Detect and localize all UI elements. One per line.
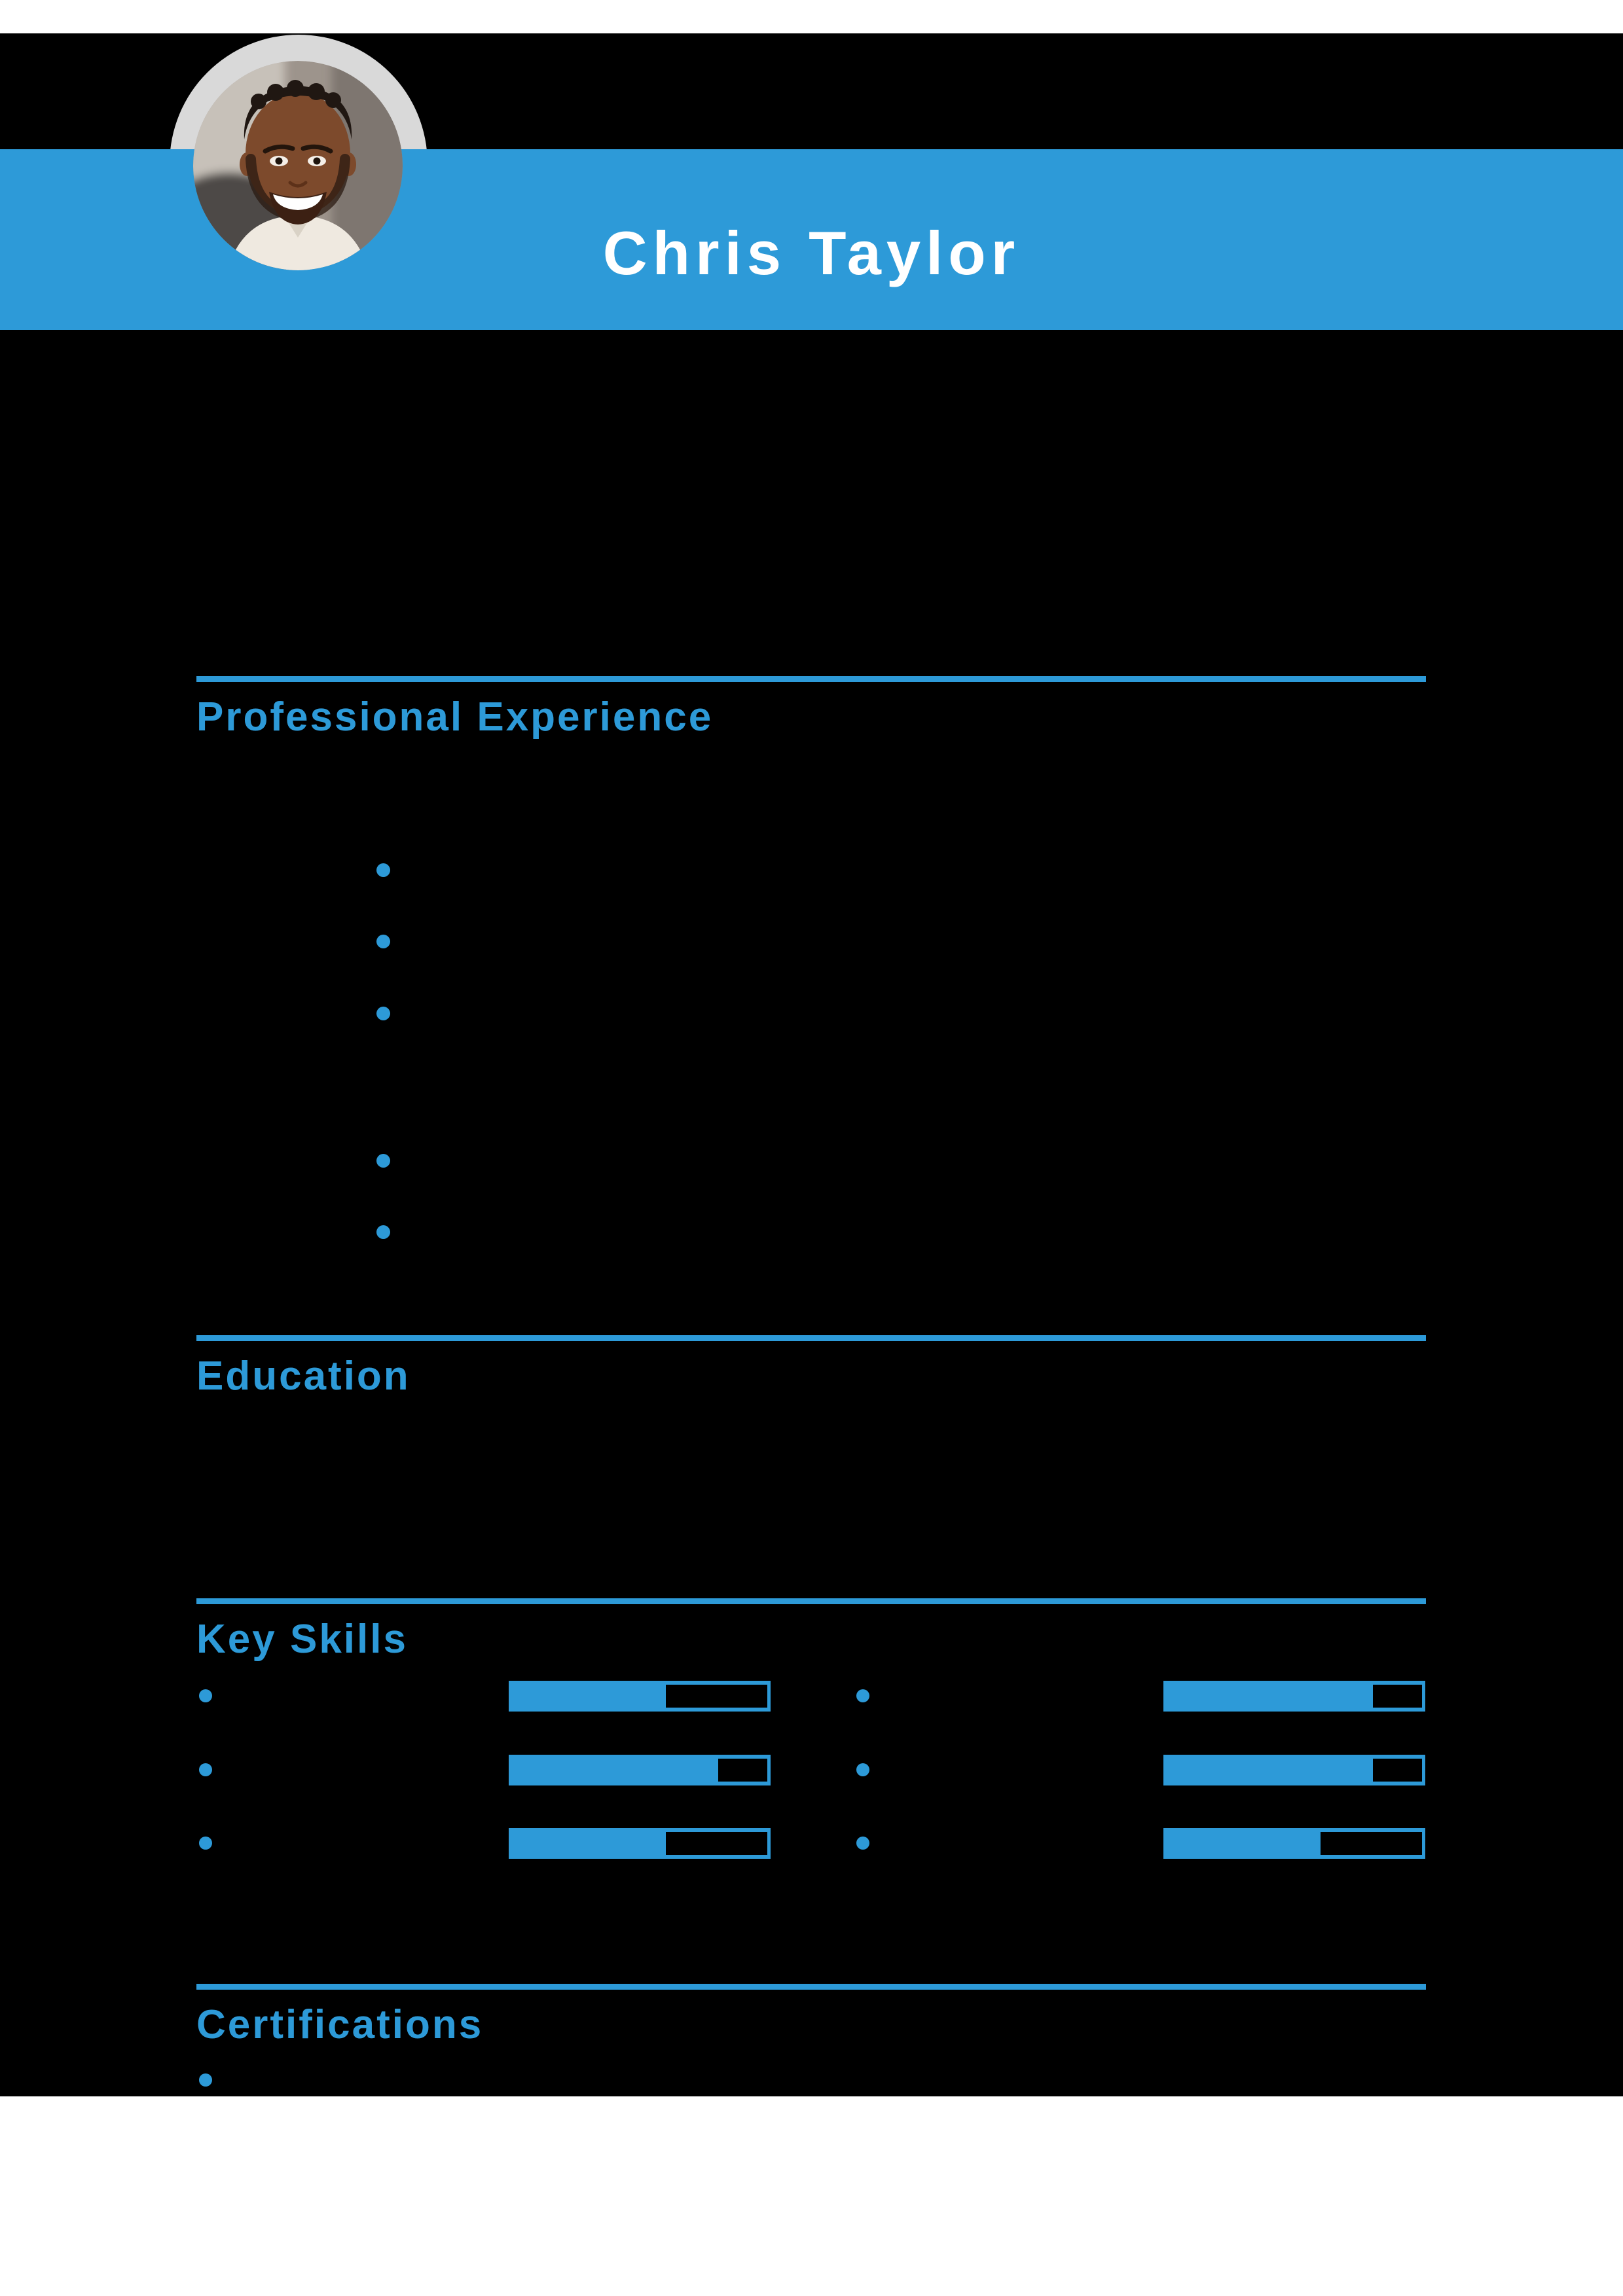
- section-divider-education: [196, 1335, 1426, 1341]
- bullet-icon: [376, 1007, 390, 1020]
- bullet-icon: [199, 1763, 212, 1776]
- section-title-experience: Professional Experience: [196, 694, 714, 740]
- skill-bar: [1163, 1755, 1425, 1785]
- section-title-certifications: Certifications: [196, 2002, 484, 2047]
- bullet-icon: [856, 1689, 869, 1702]
- skill-bar: [509, 1755, 771, 1785]
- skill-bar-empty: [718, 1759, 767, 1782]
- skill-bar-empty: [1373, 1759, 1422, 1782]
- skill-bar-empty: [666, 1832, 767, 1855]
- section-divider-skills: [196, 1598, 1426, 1604]
- skill-bar: [509, 1681, 771, 1712]
- bullet-icon: [856, 1837, 869, 1850]
- skill-bar: [1163, 1681, 1425, 1712]
- bullet-icon: [199, 1837, 212, 1850]
- section-title-skills: Key Skills: [196, 1617, 408, 1662]
- skill-bar-empty: [666, 1685, 767, 1708]
- content-background: [0, 33, 1623, 2096]
- skill-bar-empty: [1373, 1685, 1422, 1708]
- section-title-education: Education: [196, 1354, 410, 1399]
- bullet-icon: [376, 863, 390, 877]
- bullet-icon: [199, 1689, 212, 1702]
- bullet-icon: [199, 2073, 212, 2087]
- profile-photo-image: [193, 61, 403, 270]
- skill-bar: [1163, 1828, 1425, 1859]
- section-divider-experience: [196, 676, 1426, 682]
- skill-bar-empty: [1321, 1832, 1422, 1855]
- candidate-name: Chris Taylor: [602, 219, 1021, 287]
- section-divider-certifications: [196, 1984, 1426, 1990]
- bullet-icon: [856, 1763, 869, 1776]
- profile-photo: [193, 61, 403, 270]
- skill-bar: [509, 1828, 771, 1859]
- bullet-icon: [376, 1225, 390, 1239]
- bullet-icon: [376, 1154, 390, 1168]
- bullet-icon: [376, 935, 390, 948]
